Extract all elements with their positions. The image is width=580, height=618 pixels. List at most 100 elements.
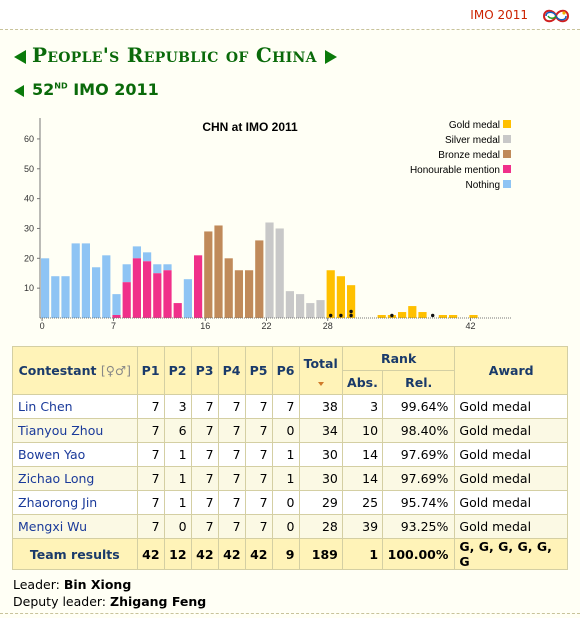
contestant-header[interactable]: Contestant [♀♂]: [12, 346, 138, 395]
p6-header[interactable]: P6: [271, 346, 300, 395]
imo-2011-link[interactable]: IMO 2011: [470, 8, 528, 22]
problem-score: 7: [217, 514, 246, 539]
problem-score: 1: [271, 442, 300, 467]
bar: [132, 246, 141, 259]
score-distribution-chart: CHN at IMO 2011 10 20 30 40 50 60 0 7 16 22 28 42 Gol…: [18, 112, 518, 330]
bar: [122, 282, 131, 318]
bar: [153, 264, 162, 274]
legend-label: Gold medal: [449, 120, 500, 131]
legend-swatch: [503, 135, 511, 143]
team-problem-score: 12: [163, 538, 192, 570]
total-header[interactable]: Total: [298, 346, 343, 395]
bar: [265, 222, 274, 318]
problem-score: 3: [163, 394, 192, 419]
country-name: People's Republic of China: [32, 43, 317, 67]
problem-score: 0: [163, 514, 192, 539]
legend-swatch: [503, 150, 511, 158]
award: Gold medal: [454, 442, 568, 467]
bar: [285, 291, 294, 318]
problem-score: 1: [163, 490, 192, 515]
p4-header[interactable]: P4: [217, 346, 246, 395]
p3-header[interactable]: P3: [190, 346, 219, 395]
y-tick-label: 40: [24, 194, 34, 204]
bar: [61, 276, 70, 318]
p5-header[interactable]: P5: [244, 346, 273, 395]
bar: [398, 312, 407, 318]
award: Gold medal: [454, 514, 568, 539]
bar: [163, 270, 172, 318]
award-header[interactable]: Award: [454, 346, 568, 395]
team-member-marker: [339, 313, 343, 318]
rel-rank-header[interactable]: Rel.: [382, 370, 456, 395]
p1-header[interactable]: P1: [136, 346, 165, 395]
contestant-name[interactable]: Bowen Yao: [12, 442, 138, 467]
y-tick-label: 30: [24, 223, 34, 233]
bar: [408, 306, 417, 318]
sort-descending-icon: [318, 381, 325, 386]
problem-score: 7: [244, 394, 273, 419]
bar: [204, 231, 213, 318]
edition-ordinal-suffix: ND: [54, 81, 68, 91]
relative-rank: 93.25%: [382, 514, 456, 539]
problem-score: 7: [190, 490, 219, 515]
bar: [51, 276, 60, 318]
problem-score: 7: [136, 418, 165, 443]
previous-country-arrow-icon[interactable]: [14, 49, 26, 64]
next-country-arrow-icon[interactable]: [324, 49, 337, 64]
gender-toggle[interactable]: [♀♂]: [100, 363, 131, 378]
x-tick-label: 7: [111, 321, 116, 330]
absolute-rank: 3: [341, 394, 384, 419]
problem-score: 7: [190, 442, 219, 467]
absolute-rank: 10: [341, 418, 384, 443]
bar: [336, 276, 345, 318]
problem-score: 7: [217, 418, 246, 443]
contestant-name[interactable]: Zichao Long: [12, 466, 138, 491]
bar: [102, 255, 111, 318]
bar: [122, 264, 131, 283]
team-problem-score: 42: [190, 538, 219, 570]
edition-heading: 52ND IMO 2011: [14, 80, 159, 99]
deputy-leader-line: Deputy leader: Zhigang Feng: [13, 594, 207, 609]
imo-logo-icon[interactable]: [540, 7, 572, 25]
leader-name[interactable]: Bin Xiong: [63, 577, 132, 592]
bar: [153, 273, 162, 318]
table-row: Zichao Long 7 1 7 7 7 1 30 14 97.69% Gold medal: [12, 466, 568, 491]
legend-label: Silver medal: [445, 135, 500, 146]
bar: [377, 315, 386, 318]
problem-score: 1: [163, 466, 192, 491]
problem-score: 0: [271, 418, 300, 443]
table-row: Mengxi Wu 7 0 7 7 7 0 28 39 93.25% Gold medal: [12, 514, 568, 539]
contestant-name[interactable]: Mengxi Wu: [12, 514, 138, 539]
problem-score: 6: [163, 418, 192, 443]
team-member-marker: [329, 313, 333, 318]
award: Gold medal: [454, 418, 568, 443]
problem-score: 7: [136, 490, 165, 515]
total-score: 34: [298, 418, 343, 443]
contestant-name[interactable]: Lin Chen: [12, 394, 138, 419]
bar: [316, 300, 325, 318]
bar: [234, 270, 243, 318]
bar: [245, 270, 254, 318]
bar: [347, 285, 356, 318]
contestant-name[interactable]: Zhaorong Jin: [12, 490, 138, 515]
problem-score: 7: [136, 394, 165, 419]
problem-score: 1: [163, 442, 192, 467]
bar: [132, 258, 141, 318]
problem-score: 7: [244, 514, 273, 539]
problem-score: 0: [271, 514, 300, 539]
previous-edition-arrow-icon[interactable]: [14, 84, 24, 97]
problem-score: 7: [217, 466, 246, 491]
bar: [183, 279, 192, 318]
abs-rank-header[interactable]: Abs.: [341, 370, 384, 395]
p2-header[interactable]: P2: [163, 346, 192, 395]
absolute-rank: 39: [341, 514, 384, 539]
relative-rank: 95.74%: [382, 490, 456, 515]
problem-score: 7: [136, 514, 165, 539]
bar: [92, 267, 101, 318]
table-row: Zhaorong Jin 7 1 7 7 7 0 29 25 95.74% Gold medal: [12, 490, 568, 515]
team-problem-score: 42: [244, 538, 273, 570]
contestant-name[interactable]: Tianyou Zhou: [12, 418, 138, 443]
deputy-leader-name[interactable]: Zhigang Feng: [110, 594, 207, 609]
problem-score: 0: [271, 490, 300, 515]
